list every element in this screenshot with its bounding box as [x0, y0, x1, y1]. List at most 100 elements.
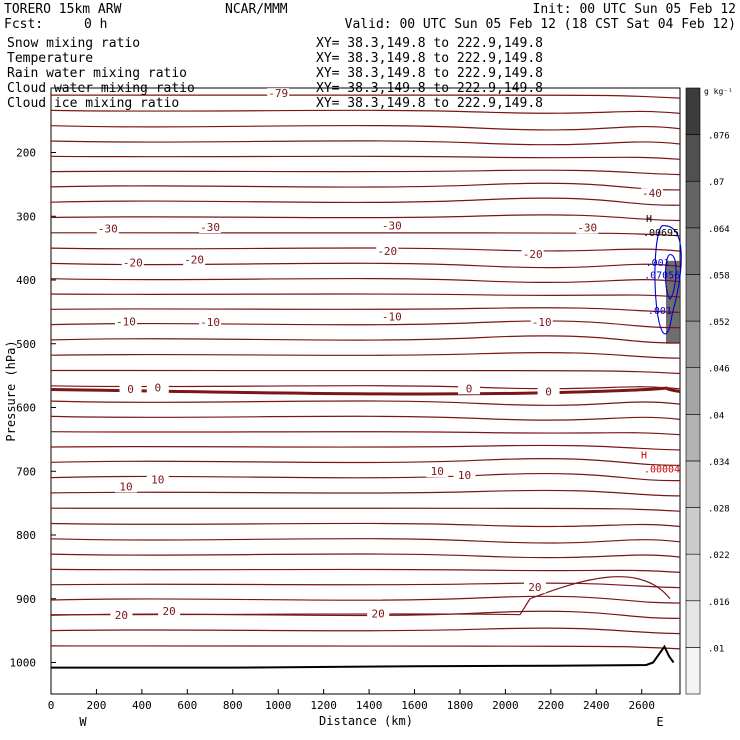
- high-symbol: H: [641, 451, 647, 462]
- colorbar-swatch: [685, 553, 701, 602]
- temperature-contour-label: -30: [98, 222, 118, 235]
- isotherm-line: [50, 277, 681, 283]
- contour-label-bg: [521, 248, 544, 260]
- high-value: .00004: [644, 465, 680, 476]
- contour-label-bg: [121, 257, 144, 269]
- x-tick-label: 1600: [401, 699, 428, 712]
- isotherm-line: [50, 140, 681, 146]
- y-tick-label: 300: [16, 210, 36, 223]
- contour-label-bg: [367, 608, 390, 620]
- colorbar-swatch: [685, 600, 701, 648]
- isotherm-line: [50, 155, 681, 160]
- isotherm-line: [50, 472, 681, 482]
- isotherm-line: [50, 553, 681, 559]
- isotherm-line: [50, 232, 681, 237]
- x-tick-label: 400: [132, 699, 152, 712]
- colorbar-swatch: [685, 227, 701, 275]
- isotherm-line: [50, 400, 681, 406]
- cloud-water-label: .07056: [644, 271, 680, 282]
- isotherm-line: [50, 444, 681, 451]
- cloud-water-label: .001: [648, 306, 672, 317]
- contour-label-bg: [146, 474, 169, 486]
- isotherm-line: [50, 182, 681, 191]
- y-tick-label: 1000: [10, 657, 37, 670]
- isotherm-line: [50, 538, 681, 544]
- colorbar-label: .052: [708, 318, 730, 328]
- temperature-contour-label: -10: [382, 310, 402, 323]
- field-xy: XY= 38.3,149.8 to 222.9,149.8: [316, 51, 543, 66]
- field-name: Snow mixing ratio: [7, 36, 140, 51]
- contour-label-bg: [158, 605, 181, 617]
- center-label: NCAR/MMM: [225, 2, 288, 17]
- temperature-contour-label: 0: [127, 383, 134, 396]
- contour-label-bg: [530, 316, 553, 328]
- colorbar-swatch: [685, 367, 701, 415]
- isotherm-line: [50, 351, 681, 359]
- contour-label-bg: [199, 222, 222, 233]
- contour-label-bg: [640, 188, 663, 200]
- isotherm-line: [50, 385, 681, 390]
- colorbar-label: .034: [708, 458, 730, 468]
- cloud-water-contour: [654, 225, 682, 335]
- isotherm-line: [50, 582, 681, 589]
- contour-label-bg: [537, 386, 560, 398]
- colorbar-label: .058: [708, 271, 730, 281]
- y-axis-title: Pressure (hPa): [4, 340, 18, 441]
- isotherm-line: [50, 507, 681, 512]
- high-symbol: H: [646, 214, 652, 225]
- fcst-label: Fcst:: [4, 17, 43, 32]
- contour-labels: -79 -40 -30 -30 -30 -30 -20 -20 -20 -20 -10 -10 -10 -…: [96, 87, 680, 622]
- colorbar-unit: g kg⁻¹: [704, 87, 733, 96]
- temperature-contour-label: -30: [577, 222, 597, 235]
- colorbar-swatch: [685, 460, 701, 508]
- contour-label-bg: [199, 316, 222, 328]
- x-tick-label: 2600: [628, 699, 655, 712]
- y-tick-label: 600: [16, 402, 36, 415]
- isotherm-line: [50, 169, 681, 176]
- x-tick-label: 600: [177, 699, 197, 712]
- contour-label-bg: [146, 382, 169, 394]
- isotherm-line: [50, 262, 681, 269]
- isotherm-line: [50, 645, 681, 650]
- isotherm-line: [50, 293, 681, 298]
- isotherm-line: [50, 214, 681, 222]
- valid-time: Valid: 00 UTC Sun 05 Feb 12 (18 CST Sat …: [345, 17, 736, 32]
- temperature-contour-label: -10: [200, 316, 220, 329]
- temperature-contour-label: 20: [372, 607, 385, 620]
- temperature-contour-label: -20: [184, 254, 204, 267]
- isotherm-line: [50, 568, 681, 573]
- init-time: Init: 00 UTC Sun 05 Feb 12: [533, 2, 737, 17]
- contour-label-bg: [523, 582, 546, 594]
- colorbar-label: .046: [708, 365, 730, 375]
- isotherm-line: [50, 320, 681, 329]
- colorbar-swatch: [685, 320, 701, 368]
- chart-header: TORERO 15km ARW NCAR/MMM Init: 00 UTC Su…: [4, 2, 736, 32]
- y-tick-label: 200: [16, 147, 36, 160]
- field-xy: XY= 38.3,149.8 to 222.9,149.8: [316, 36, 543, 51]
- temperature-contour-label: 10: [151, 473, 164, 486]
- isotherm-line: [50, 197, 681, 206]
- temperature-contour-label: 20: [163, 605, 176, 618]
- x-axis-title: Distance (km): [319, 714, 413, 728]
- temperature-contour-label: 10: [119, 480, 132, 493]
- east-label: E: [656, 715, 663, 729]
- x-tick-label: 0: [48, 699, 55, 712]
- y-tick-label: 700: [16, 465, 36, 478]
- y-tick-label: 800: [16, 529, 36, 542]
- contour-label-bg: [267, 88, 290, 100]
- isotherm-line: [50, 335, 681, 344]
- colorbar-label: .04: [708, 411, 724, 421]
- colorbar-label: .01: [708, 644, 724, 654]
- contour-label-bg: [380, 220, 403, 232]
- isotherm-line: [50, 627, 681, 635]
- temperature-contour-label: -10: [116, 315, 136, 328]
- colorbar: .01 .016 .022 .028 .034 .04 .046 .052 .058 .064 .0…: [685, 87, 730, 695]
- colorbar-swatch: [685, 180, 701, 229]
- contour-label-bg: [183, 254, 206, 266]
- colorbar-swatch: [685, 87, 701, 135]
- temperature-contour-label: 20: [528, 581, 541, 594]
- isotherm-zero-line: [50, 386, 681, 396]
- terrain-line: [51, 644, 675, 669]
- temperature-contour-label: -30: [382, 220, 402, 233]
- isotherm-line: [50, 522, 681, 528]
